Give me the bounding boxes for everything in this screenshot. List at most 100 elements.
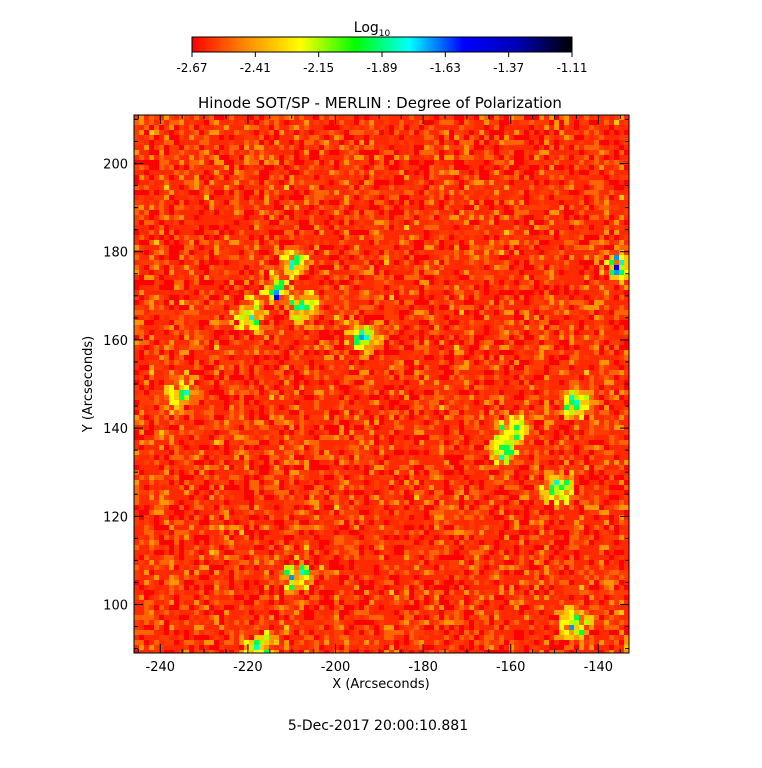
heatmap-cell (184, 460, 189, 465)
heatmap-cell (614, 220, 619, 225)
heatmap-cell (439, 150, 444, 155)
heatmap-cell (159, 340, 164, 345)
heatmap-cell (484, 430, 489, 435)
heatmap-cell (369, 175, 374, 180)
heatmap-cell (184, 355, 189, 360)
heatmap-cell (209, 120, 214, 125)
heatmap-cell (299, 475, 304, 480)
heatmap-cell (394, 300, 399, 305)
heatmap-cell (274, 175, 279, 180)
heatmap-cell (494, 440, 499, 445)
heatmap-cell (274, 135, 279, 140)
heatmap-cell (284, 305, 289, 310)
heatmap-cell (469, 135, 474, 140)
heatmap-cell (299, 235, 304, 240)
heatmap-cell (594, 190, 599, 195)
heatmap-cell (159, 430, 164, 435)
heatmap-cell (449, 190, 454, 195)
heatmap-cell (599, 395, 604, 400)
heatmap-cell (619, 275, 624, 280)
heatmap-cell (319, 335, 324, 340)
heatmap-cell (599, 430, 604, 435)
heatmap-cell (464, 415, 469, 420)
heatmap-cell (524, 300, 529, 305)
heatmap-cell (404, 165, 409, 170)
heatmap-cell (474, 170, 479, 175)
heatmap-cell (624, 345, 629, 350)
heatmap-cell (354, 130, 359, 135)
heatmap-cell (289, 220, 294, 225)
heatmap-cell (559, 380, 564, 385)
heatmap-cell (269, 480, 274, 485)
heatmap-cell (194, 430, 199, 435)
heatmap-cell (564, 460, 569, 465)
heatmap-cell (279, 280, 284, 285)
heatmap-cell (234, 205, 239, 210)
heatmap-cell (369, 270, 374, 275)
heatmap-cell (414, 485, 419, 490)
heatmap-cell (334, 175, 339, 180)
heatmap-cell (404, 360, 409, 365)
heatmap-cell (489, 115, 494, 120)
heatmap-cell (144, 240, 149, 245)
heatmap-cell (294, 320, 299, 325)
heatmap-cell (369, 335, 374, 340)
heatmap-cell (544, 210, 549, 215)
heatmap-cell (199, 410, 204, 415)
heatmap-cell (349, 250, 354, 255)
heatmap-cell (349, 115, 354, 120)
heatmap-cell (209, 470, 214, 475)
heatmap-cell (374, 425, 379, 430)
heatmap-cell (219, 365, 224, 370)
heatmap-cell (509, 150, 514, 155)
heatmap-cell (419, 320, 424, 325)
heatmap-cell (244, 255, 249, 260)
heatmap-cell (339, 135, 344, 140)
heatmap-cell (399, 300, 404, 305)
heatmap-cell (524, 290, 529, 295)
heatmap-cell (624, 195, 629, 200)
heatmap-cell (349, 190, 354, 195)
heatmap-cell (189, 235, 194, 240)
heatmap-cell (454, 430, 459, 435)
heatmap-cell (414, 280, 419, 285)
heatmap-cell (154, 285, 159, 290)
heatmap-cell (534, 325, 539, 330)
heatmap-cell (149, 490, 154, 495)
heatmap-cell (279, 180, 284, 185)
heatmap-cell (564, 440, 569, 445)
heatmap-cell (444, 490, 449, 495)
heatmap-cell (574, 425, 579, 430)
heatmap-cell (329, 300, 334, 305)
heatmap-cell (319, 450, 324, 455)
heatmap-cell (224, 445, 229, 450)
heatmap-cell (249, 315, 254, 320)
heatmap-cell (354, 415, 359, 420)
heatmap-cell (229, 280, 234, 285)
heatmap-cell (334, 470, 339, 475)
heatmap-cell (604, 485, 609, 490)
heatmap-cell (549, 410, 554, 415)
heatmap-cell (514, 385, 519, 390)
heatmap-cell (624, 490, 629, 495)
heatmap-cell (264, 365, 269, 370)
heatmap-cell (519, 420, 524, 425)
heatmap-cell (284, 490, 289, 495)
heatmap-cell (294, 490, 299, 495)
heatmap-cell (174, 150, 179, 155)
heatmap-cell (384, 180, 389, 185)
heatmap-cell (389, 195, 394, 200)
heatmap-cell (244, 305, 249, 310)
heatmap-cell (449, 455, 454, 460)
heatmap-cell (199, 230, 204, 235)
heatmap-cell (299, 360, 304, 365)
heatmap-cell (189, 350, 194, 355)
heatmap-cell (184, 450, 189, 455)
heatmap-cell (154, 115, 159, 120)
heatmap-cell (319, 260, 324, 265)
heatmap-cell (564, 400, 569, 405)
heatmap-cell (269, 305, 274, 310)
heatmap-cell (409, 460, 414, 465)
heatmap-cell (529, 155, 534, 160)
heatmap-cell (154, 420, 159, 425)
